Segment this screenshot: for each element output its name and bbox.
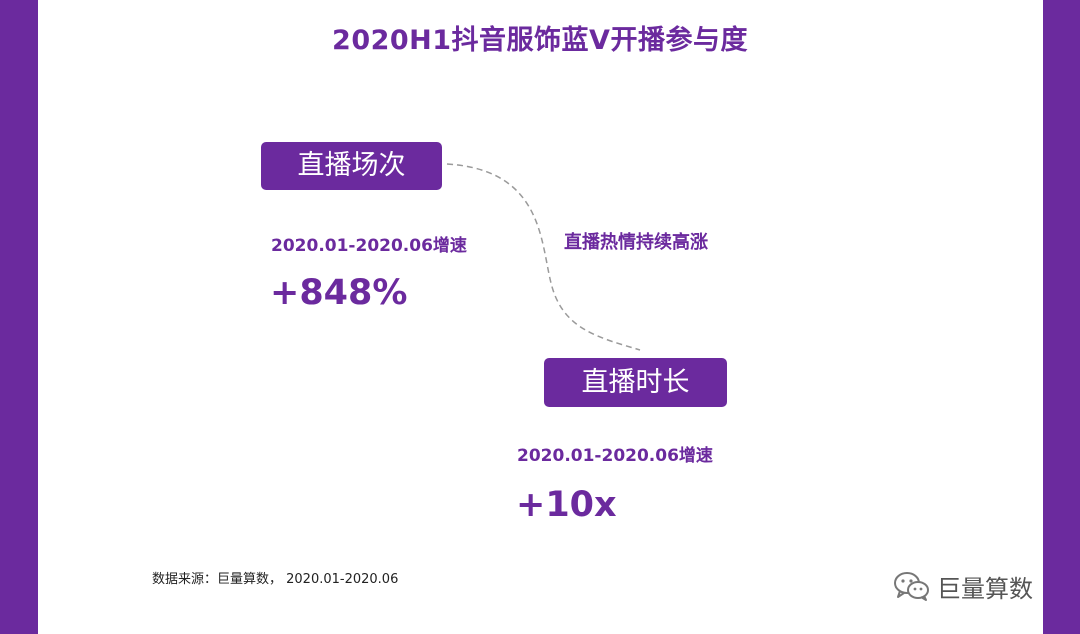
page-title: 2020H1抖音服饰蓝V开播参与度 (332, 25, 748, 56)
right-side-bar (1043, 0, 1080, 634)
metric-period-label: 2020.01-2020.06增速 (271, 236, 467, 256)
watermark-text: 巨量算数 (937, 574, 1033, 603)
watermark: 巨量算数 (893, 568, 1033, 604)
data-source-note: 数据来源：巨量算数， 2020.01-2020.06 (152, 572, 399, 587)
left-side-bar (0, 0, 38, 634)
metric-label-live-sessions: 直播场次 (261, 142, 442, 190)
trend-note: 直播热情持续高涨 (564, 232, 708, 253)
wechat-icon (894, 572, 929, 601)
metric-label-live-duration: 直播时长 (544, 358, 727, 407)
metric-value-live-sessions: +848% (270, 273, 408, 313)
metric-value-live-duration: +10x (516, 485, 617, 525)
metric-period-label: 2020.01-2020.06增速 (517, 446, 713, 466)
